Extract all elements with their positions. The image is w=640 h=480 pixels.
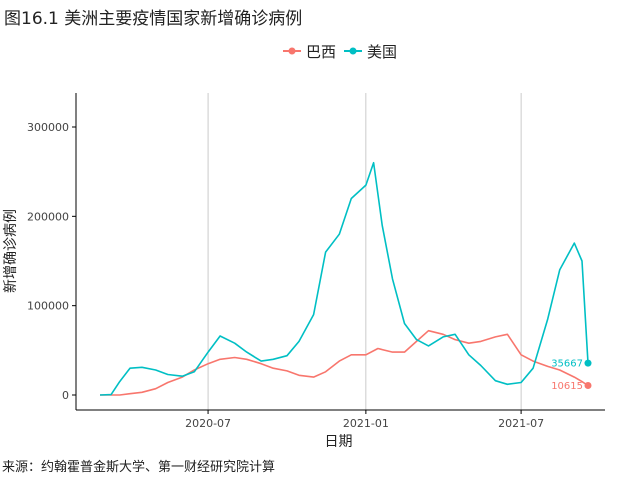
end-point-usa [584,359,592,367]
x-tick-label: 2021-01 [343,417,389,430]
source-note: 来源：约翰霍普金斯大学、第一财经研究院计算 [2,460,276,475]
tick-layer: 2020-07 2021-01 2021-07 0 100000 200000 300000 [27,121,544,430]
series-line-brazil [100,329,589,396]
end-label-usa: 35667 [551,359,583,370]
chart-title: 图16.1 美洲主要疫情国家新增确诊病例 [4,9,303,29]
y-tick-label: 100000 [27,300,69,313]
legend-label-brazil: 巴西 [306,42,337,61]
y-axis-label: 新增确诊病例 [3,209,19,293]
legend-item-usa: 美国 [344,41,397,62]
legend-label-usa: 美国 [367,42,398,61]
series-layer: 10615 35667 [99,161,592,396]
x-tick-label: 2021-07 [498,417,544,430]
x-axis-label: 日期 [325,434,353,450]
x-tick-label: 2020-07 [185,417,231,430]
legend: 巴西 美国 [283,40,397,62]
y-tick-label: 300000 [27,121,69,134]
end-point-brazil [584,382,592,390]
legend-key-brazil [283,47,301,55]
grid-layer [207,93,522,410]
series-line-usa [99,161,589,396]
y-tick-label: 0 [62,389,69,402]
legend-item-brazil: 巴西 [283,41,336,62]
legend-key-usa [344,47,363,55]
y-tick-label: 200000 [27,210,69,223]
end-label-brazil: 10615 [551,381,583,392]
